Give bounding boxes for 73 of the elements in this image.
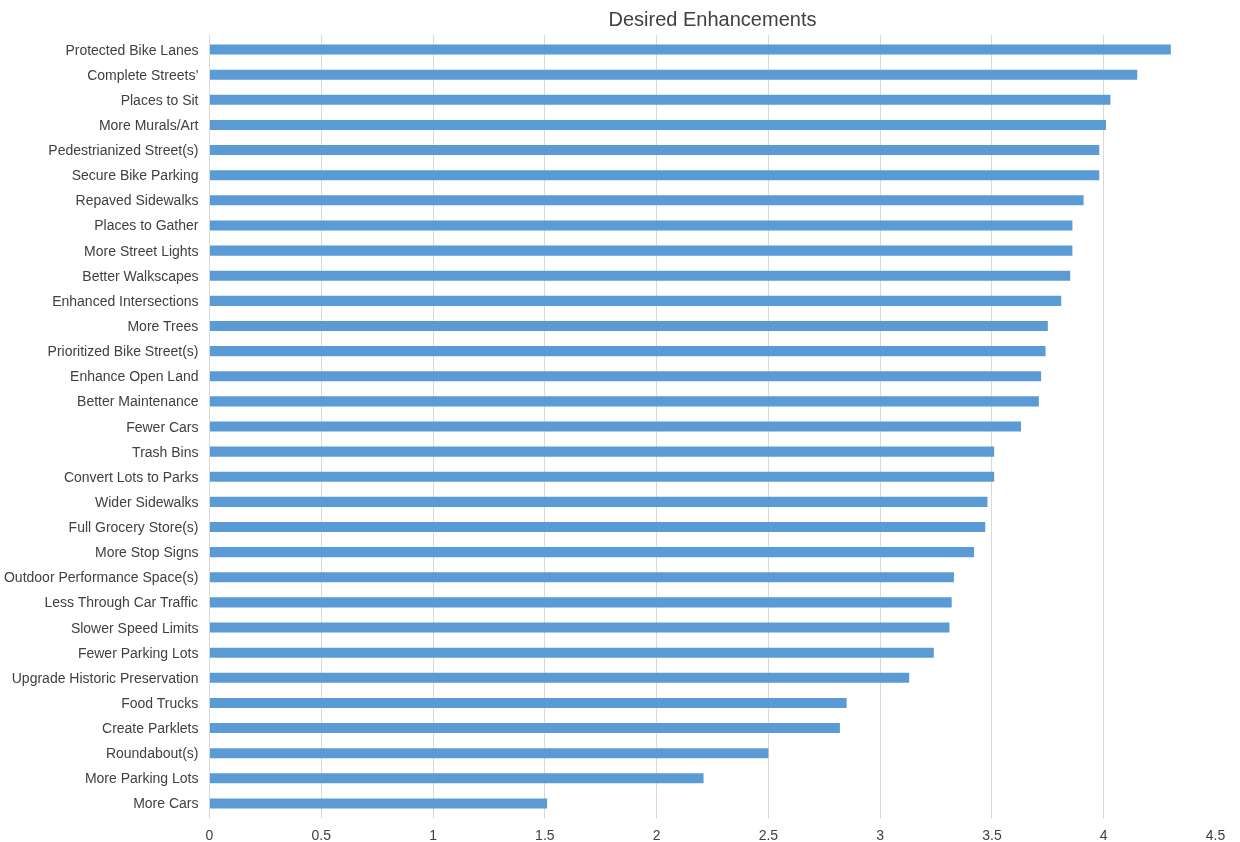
bar	[209, 320, 1048, 332]
x-tick-label: 4	[1099, 826, 1108, 842]
y-tick-label: Repaved Sidewalks	[75, 192, 199, 209]
bar	[209, 44, 1171, 55]
y-tick-label: More Stop Signs	[95, 544, 199, 561]
bar	[209, 346, 1046, 357]
x-tick-label: 2	[652, 826, 661, 842]
y-tick-label: More Trees	[127, 317, 199, 334]
y-tick-label: Fewer Cars	[126, 418, 199, 435]
y-tick-label: Less Through Car Traffic	[44, 594, 198, 611]
y-tick-label: More Parking Lots	[84, 770, 199, 787]
bar	[209, 396, 1039, 407]
bar	[209, 94, 1111, 105]
bar	[209, 270, 1071, 281]
y-tick-label: Enhance Open Land	[70, 368, 199, 385]
bar	[209, 371, 1042, 382]
bar	[209, 723, 840, 734]
bar	[209, 521, 986, 533]
y-tick-label: Roundabout(s)	[105, 745, 199, 762]
bar	[209, 195, 1084, 206]
bar	[209, 773, 704, 784]
y-tick-label: Create Parklets	[102, 720, 199, 737]
y-tick-label: Wider Sidewalks	[95, 493, 199, 510]
y-tick-label: Fewer Parking Lots	[77, 644, 199, 661]
bar	[209, 572, 954, 583]
y-tick-label: Convert Lots to Parks	[63, 468, 199, 485]
y-tick-label: Upgrade Historic Preservation	[11, 669, 199, 686]
y-tick-label: Places to Gather	[94, 217, 199, 234]
x-tick-label: 4.5	[1205, 826, 1226, 842]
bar	[209, 597, 952, 608]
bar	[209, 672, 910, 683]
bar	[209, 69, 1138, 80]
bar	[209, 647, 934, 658]
x-tick-label: 0	[205, 826, 214, 842]
x-tick-label: 3	[876, 826, 885, 842]
y-tick-label: Pedestrianized Street(s)	[48, 142, 199, 159]
bar	[209, 471, 995, 482]
bar	[209, 220, 1073, 231]
bar	[209, 697, 847, 708]
bar	[209, 547, 975, 558]
bar	[209, 622, 950, 633]
bar	[209, 798, 548, 809]
x-tick-label: 2.5	[758, 826, 779, 842]
y-tick-label: Better Walkscapes	[82, 267, 199, 284]
x-tick-label: 3.5	[982, 826, 1002, 842]
y-tick-label: Secure Bike Parking	[71, 167, 199, 184]
bar	[209, 119, 1106, 130]
y-tick-label: Slower Speed Limits	[70, 619, 199, 636]
y-tick-label: Prioritized Bike Street(s)	[47, 343, 199, 360]
y-tick-label: Trash Bins	[132, 443, 199, 460]
bar	[209, 295, 1062, 306]
y-tick-label: Better Maintenance	[77, 393, 199, 410]
y-tick-label: Enhanced Intersections	[52, 292, 199, 309]
bar	[209, 496, 988, 507]
x-tick-label: 1.5	[535, 826, 555, 842]
y-tick-label: Outdoor Performance Space(s)	[3, 569, 199, 586]
chart-title: Desired Enhancements	[608, 7, 817, 30]
bar	[209, 170, 1100, 181]
y-tick-label: Places to Sit	[120, 91, 199, 108]
y-tick-label: More Street Lights	[84, 242, 199, 259]
bar	[209, 446, 995, 457]
y-tick-label: More Cars	[133, 795, 199, 812]
x-tick-label: 0.5	[311, 826, 332, 842]
bar	[209, 421, 1022, 432]
y-tick-label: Complete Streets’	[87, 66, 199, 83]
x-tick-label: 1	[429, 826, 438, 842]
bar	[209, 145, 1100, 156]
y-tick-label: Protected Bike Lanes	[65, 41, 199, 58]
bar	[209, 748, 769, 759]
y-tick-label: More Murals/Art	[98, 116, 199, 133]
y-tick-label: Food Trucks	[121, 694, 199, 711]
y-tick-label: Full Grocery Store(s)	[68, 519, 199, 536]
bar	[209, 245, 1073, 256]
